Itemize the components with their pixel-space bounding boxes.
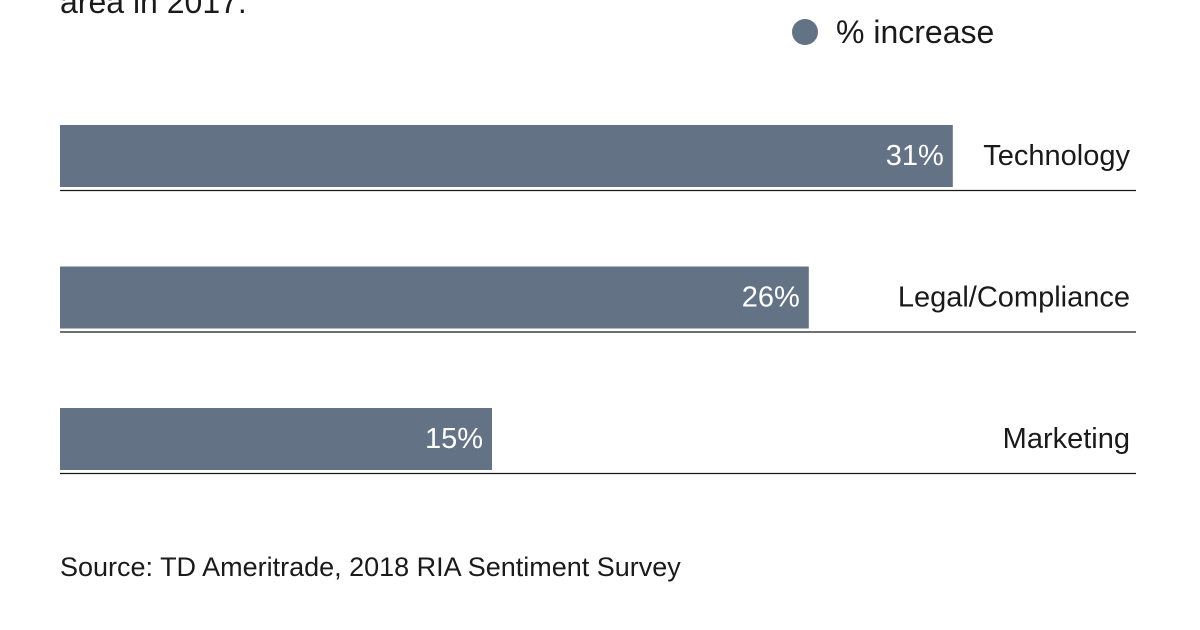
bar-value-label: 31% — [886, 140, 944, 172]
source-note: Source: TD Ameritrade, 2018 RIA Sentimen… — [60, 552, 681, 582]
category-label: Legal/Compliance — [898, 282, 1130, 314]
bar-marketing — [60, 408, 492, 470]
category-label: Marketing — [1003, 423, 1130, 455]
bar-value-label: 15% — [425, 423, 483, 455]
legend-label: % increase — [836, 14, 995, 50]
legend-swatch — [792, 19, 818, 45]
bar-chart: 31% Technology 26% Legal/Compliance 15% Marke… — [60, 125, 1136, 475]
chart-title: area in 2017. — [60, 0, 247, 20]
bar-legal-compliance — [60, 266, 809, 329]
legend: % increase — [792, 12, 994, 52]
bar-technology — [60, 125, 953, 187]
category-label: Technology — [983, 140, 1130, 172]
bar-value-label: 26% — [742, 282, 800, 314]
